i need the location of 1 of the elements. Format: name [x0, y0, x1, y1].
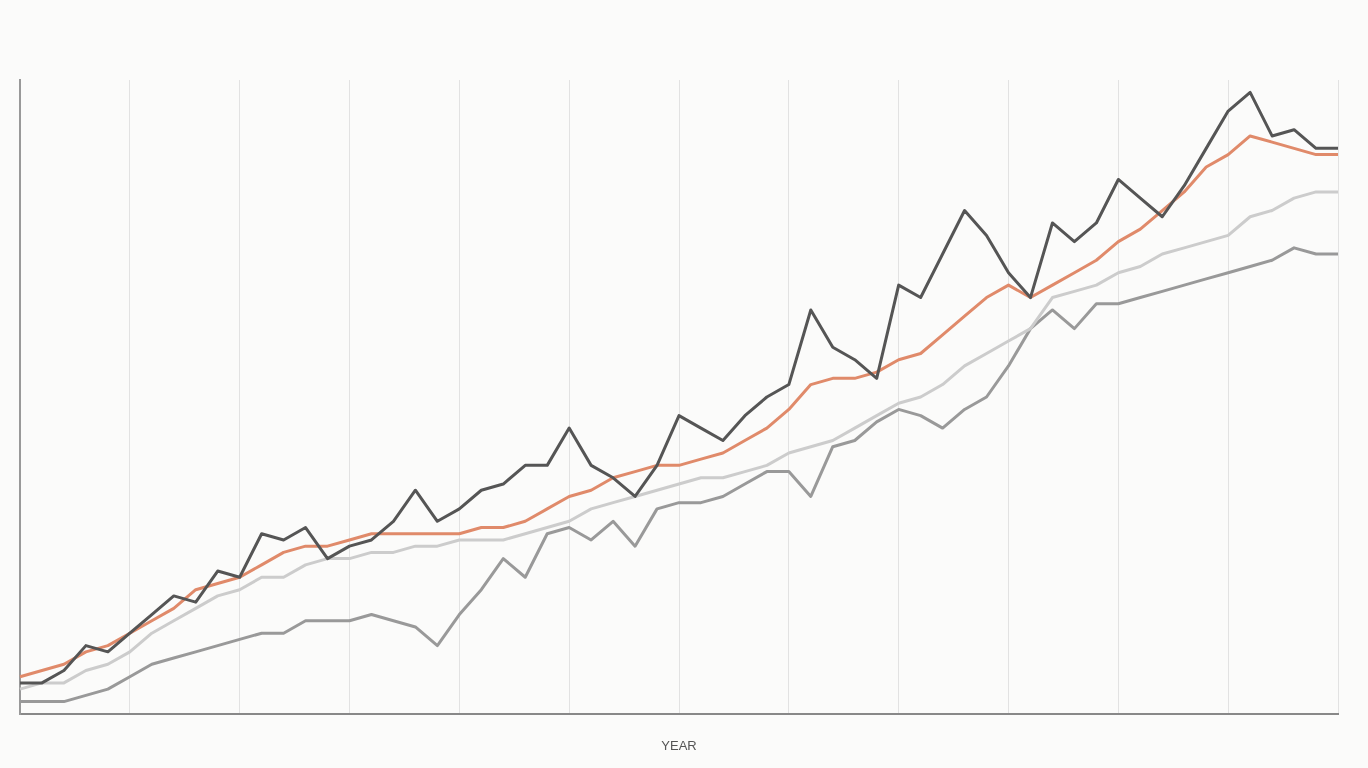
x-axis-title: YEAR [661, 737, 697, 753]
